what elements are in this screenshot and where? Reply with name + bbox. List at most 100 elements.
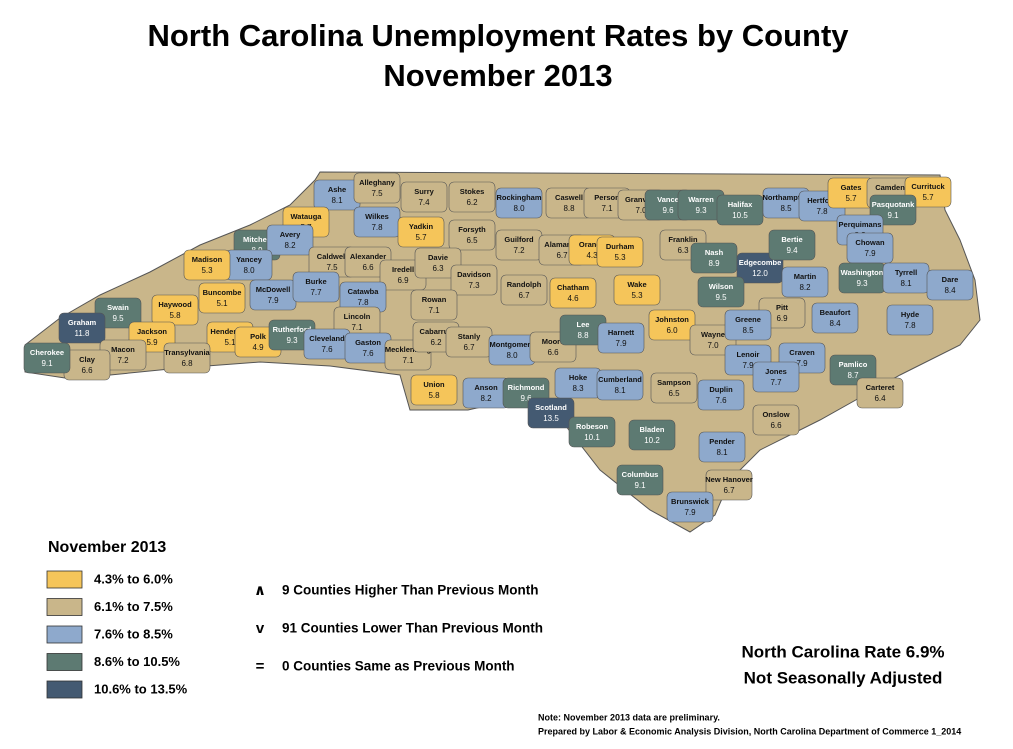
county (724, 309, 772, 341)
county-name: Cumberland (598, 375, 642, 384)
legend-swatch (46, 653, 83, 671)
county-rate: 5.8 (169, 311, 181, 320)
legend-title: November 2013 (48, 539, 166, 556)
county-name: Yancey (236, 255, 263, 264)
county-name: Pender (709, 437, 735, 446)
county-name: Chowan (855, 238, 885, 247)
county (628, 419, 676, 451)
county-rate: 9.4 (786, 246, 798, 255)
county (904, 176, 952, 208)
county-name: Union (423, 380, 445, 389)
county-rate: 5.9 (146, 338, 158, 347)
county-rate: 7.9 (796, 359, 808, 368)
county-rate: 5.3 (631, 291, 643, 300)
county-name: Macon (111, 345, 135, 354)
county-name: Granville (625, 195, 657, 204)
county-name: Catawba (348, 287, 380, 296)
county-name: Surry (414, 187, 434, 196)
county-rate: 8.1 (331, 196, 343, 205)
county-rate: 7.2 (117, 356, 129, 365)
county-name: Graham (68, 318, 97, 327)
county (58, 312, 106, 344)
county (500, 274, 548, 306)
county-name: Cherokee (30, 348, 64, 357)
county-name: Rutherford (273, 325, 312, 334)
change-text: 91 Counties Lower Than Previous Month (282, 621, 543, 636)
county (448, 219, 496, 251)
county-name: Cabarrus (420, 327, 453, 336)
county-rate: 7.8 (816, 207, 828, 216)
county-name: Anson (474, 383, 498, 392)
county-rate: 5.7 (415, 233, 427, 242)
county-rate: 8.7 (847, 371, 859, 380)
county-name: Henderson (210, 327, 250, 336)
county (666, 491, 714, 523)
county-name: Rowan (422, 295, 447, 304)
county-rate: 7.0 (707, 341, 719, 350)
change-symbol: ∧ (254, 582, 266, 599)
county-rate: 8.9 (708, 259, 720, 268)
county-rate: 4.6 (567, 294, 579, 303)
state-rate-note: Not Seasonally Adjusted (744, 668, 943, 687)
county (198, 282, 246, 314)
county-rate: 5.8 (428, 391, 440, 400)
county-rate: 7.1 (428, 306, 440, 315)
county (697, 379, 745, 411)
county (697, 276, 745, 308)
county-rate: 6.9 (397, 276, 409, 285)
county-name: Hertford (807, 196, 837, 205)
county (266, 224, 314, 256)
county (736, 252, 784, 284)
county-rate: 6.3 (677, 246, 689, 255)
county-rate: 7.9 (615, 339, 627, 348)
county-rate: 7.0 (635, 206, 647, 215)
county-rate: 11.8 (75, 329, 91, 338)
county-rate: 8.5 (742, 326, 754, 335)
change-text: 9 Counties Higher Than Previous Month (282, 583, 539, 598)
county-name: Caldwell (317, 252, 347, 261)
county-rate: 7.7 (310, 288, 322, 297)
county-rate: 12.0 (752, 269, 768, 278)
county-name: Alamance (544, 240, 579, 249)
county-rate: 8.0 (506, 351, 518, 360)
county-rate: 8.2 (284, 241, 296, 250)
county-name: Polk (250, 332, 267, 341)
county-name: Sampson (657, 378, 691, 387)
county-name: Alexander (350, 252, 386, 261)
county-rate: 9.1 (634, 481, 646, 490)
county-name: Avery (280, 230, 301, 239)
county-name: Wilkes (365, 212, 389, 221)
county-name: Brunswick (671, 497, 710, 506)
county (886, 304, 934, 336)
county-rate: 8.4 (944, 286, 956, 295)
county-rate: 8.5 (780, 204, 792, 213)
county-name: Haywood (158, 300, 192, 309)
county (596, 369, 644, 401)
county-name: Currituck (911, 182, 945, 191)
county (448, 181, 496, 213)
state-rate: North Carolina Rate 6.9% (741, 642, 944, 661)
county (527, 397, 575, 429)
county-name: Randolph (507, 280, 542, 289)
county-name: Montgomery (490, 340, 536, 349)
county-rate: 7.4 (418, 198, 430, 207)
county-name: Ashe (328, 185, 346, 194)
county-name: Bladen (639, 425, 664, 434)
county-name: Clay (79, 355, 96, 364)
legend-swatch (46, 598, 83, 616)
county-name: Onslow (762, 410, 789, 419)
county-name: Washington (841, 268, 884, 277)
county-name: Lenoir (737, 350, 760, 359)
county-rate: 13.5 (543, 414, 559, 423)
county-rate: 8.1 (716, 448, 728, 457)
county-name: Nash (705, 248, 724, 257)
county-name: Richmond (508, 383, 545, 392)
county-rate: 9.1 (887, 211, 899, 220)
county-name: Franklin (668, 235, 698, 244)
changes: ∧ 9 Counties Higher Than Previous Month v 9… (254, 582, 543, 675)
county-rate: 7.9 (684, 508, 696, 517)
county-name: Gaston (355, 338, 381, 347)
note: Note: November 2013 data are preliminary… (538, 712, 720, 722)
county-rate: 6.4 (874, 394, 886, 403)
